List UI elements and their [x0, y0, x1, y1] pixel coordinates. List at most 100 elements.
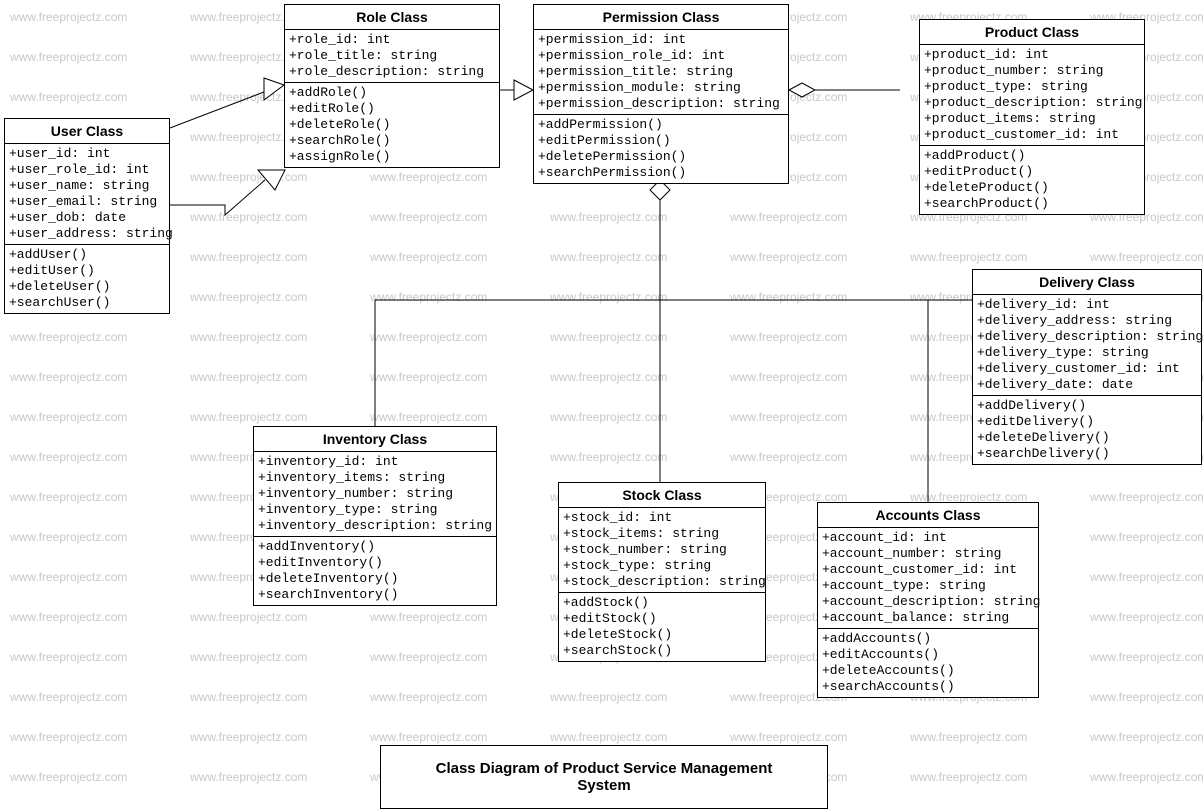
class-line: +inventory_description: string: [258, 518, 492, 534]
class-ops: +addPermission()+editPermission()+delete…: [534, 115, 788, 183]
watermark-text: www.freeprojectz.com: [1090, 250, 1203, 264]
watermark-text: www.freeprojectz.com: [910, 770, 1027, 784]
class-line: +assignRole(): [289, 149, 495, 165]
class-line: +product_id: int: [924, 47, 1140, 63]
watermark-text: www.freeprojectz.com: [190, 650, 307, 664]
class-permission: Permission Class +permission_id: int +per…: [533, 4, 789, 184]
watermark-text: www.freeprojectz.com: [370, 370, 487, 384]
class-line: +delivery_customer_id: int: [977, 361, 1197, 377]
watermark-text: www.freeprojectz.com: [10, 770, 127, 784]
class-inventory: Inventory Class +inventory_id: int+inven…: [253, 426, 497, 606]
class-product: Product Class +product_id: int+product_n…: [919, 19, 1145, 215]
watermark-text: www.freeprojectz.com: [730, 410, 847, 424]
class-line: +role_description: string: [289, 64, 495, 80]
watermark-text: www.freeprojectz.com: [1090, 530, 1203, 544]
watermark-text: www.freeprojectz.com: [730, 330, 847, 344]
class-line: +account_description: string: [822, 594, 1034, 610]
watermark-text: www.freeprojectz.com: [10, 410, 127, 424]
class-line: +deleteRole(): [289, 117, 495, 133]
class-line: +user_role_id: int: [9, 162, 165, 178]
watermark-text: www.freeprojectz.com: [730, 250, 847, 264]
watermark-text: www.freeprojectz.com: [370, 650, 487, 664]
class-line: +addPermission(): [538, 117, 784, 133]
watermark-text: www.freeprojectz.com: [10, 10, 127, 24]
watermark-text: www.freeprojectz.com: [190, 210, 307, 224]
class-line: +user_name: string: [9, 178, 165, 194]
watermark-text: www.freeprojectz.com: [730, 730, 847, 744]
class-line: +editRole(): [289, 101, 495, 117]
watermark-text: www.freeprojectz.com: [370, 290, 487, 304]
class-attrs: +role_id: int+role_title: string+role_de…: [285, 30, 499, 83]
watermark-text: www.freeprojectz.com: [10, 330, 127, 344]
class-ops: +addAccounts()+editAccounts()+deleteAcco…: [818, 629, 1038, 697]
class-line: +account_balance: string: [822, 610, 1034, 626]
class-attrs: +delivery_id: int+delivery_address: stri…: [973, 295, 1201, 396]
class-role: Role Class +role_id: int+role_title: str…: [284, 4, 500, 168]
watermark-text: www.freeprojectz.com: [370, 250, 487, 264]
class-line: +product_type: string: [924, 79, 1140, 95]
class-line: +deleteDelivery(): [977, 430, 1197, 446]
watermark-text: www.freeprojectz.com: [550, 250, 667, 264]
watermark-text: www.freeprojectz.com: [1090, 730, 1203, 744]
watermark-text: www.freeprojectz.com: [730, 450, 847, 464]
class-line: +deleteUser(): [9, 279, 165, 295]
class-line: +product_number: string: [924, 63, 1140, 79]
class-title: Accounts Class: [818, 503, 1038, 528]
class-line: +permission_id: int: [538, 32, 784, 48]
watermark-text: www.freeprojectz.com: [10, 90, 127, 104]
class-line: +inventory_number: string: [258, 486, 492, 502]
watermark-text: www.freeprojectz.com: [370, 410, 487, 424]
class-accounts: Accounts Class +account_id: int+account_…: [817, 502, 1039, 698]
class-line: +inventory_type: string: [258, 502, 492, 518]
class-line: +editUser(): [9, 263, 165, 279]
watermark-text: www.freeprojectz.com: [370, 610, 487, 624]
class-line: +user_dob: date: [9, 210, 165, 226]
class-line: +role_id: int: [289, 32, 495, 48]
class-line: +deletePermission(): [538, 149, 784, 165]
watermark-text: www.freeprojectz.com: [10, 370, 127, 384]
watermark-text: www.freeprojectz.com: [550, 730, 667, 744]
watermark-text: www.freeprojectz.com: [10, 650, 127, 664]
watermark-text: www.freeprojectz.com: [370, 730, 487, 744]
class-attrs: +stock_id: int+stock_items: string+stock…: [559, 508, 765, 593]
class-line: +product_description: string: [924, 95, 1140, 111]
class-delivery: Delivery Class +delivery_id: int+deliver…: [972, 269, 1202, 465]
class-title: Permission Class: [534, 5, 788, 30]
class-line: +product_customer_id: int: [924, 127, 1140, 143]
watermark-text: www.freeprojectz.com: [190, 610, 307, 624]
class-line: +stock_id: int: [563, 510, 761, 526]
watermark-text: www.freeprojectz.com: [370, 330, 487, 344]
class-line: +deleteAccounts(): [822, 663, 1034, 679]
class-line: +inventory_items: string: [258, 470, 492, 486]
class-line: +editInventory(): [258, 555, 492, 571]
watermark-text: www.freeprojectz.com: [370, 690, 487, 704]
watermark-text: www.freeprojectz.com: [190, 250, 307, 264]
class-line: +searchPermission(): [538, 165, 784, 181]
class-line: +deleteInventory(): [258, 571, 492, 587]
class-line: +searchRole(): [289, 133, 495, 149]
class-line: +editProduct(): [924, 164, 1140, 180]
watermark-text: www.freeprojectz.com: [1090, 770, 1203, 784]
watermark-text: www.freeprojectz.com: [730, 370, 847, 384]
watermark-text: www.freeprojectz.com: [190, 730, 307, 744]
class-line: +searchDelivery(): [977, 446, 1197, 462]
class-line: +permission_module: string: [538, 80, 784, 96]
class-line: +stock_type: string: [563, 558, 761, 574]
class-line: +user_address: string: [9, 226, 165, 242]
class-attrs: +inventory_id: int+inventory_items: stri…: [254, 452, 496, 537]
class-line: +product_items: string: [924, 111, 1140, 127]
watermark-text: www.freeprojectz.com: [550, 330, 667, 344]
watermark-text: www.freeprojectz.com: [910, 730, 1027, 744]
class-attrs: +user_id: int+user_role_id: int+user_nam…: [5, 144, 169, 245]
class-line: +editPermission(): [538, 133, 784, 149]
class-line: +searchProduct(): [924, 196, 1140, 212]
class-line: +delivery_type: string: [977, 345, 1197, 361]
watermark-text: www.freeprojectz.com: [190, 370, 307, 384]
watermark-text: www.freeprojectz.com: [730, 290, 847, 304]
class-ops: +addUser()+editUser()+deleteUser()+searc…: [5, 245, 169, 313]
class-line: +delivery_date: date: [977, 377, 1197, 393]
watermark-text: www.freeprojectz.com: [550, 690, 667, 704]
watermark-text: www.freeprojectz.com: [10, 730, 127, 744]
watermark-text: www.freeprojectz.com: [10, 610, 127, 624]
class-line: +searchInventory(): [258, 587, 492, 603]
